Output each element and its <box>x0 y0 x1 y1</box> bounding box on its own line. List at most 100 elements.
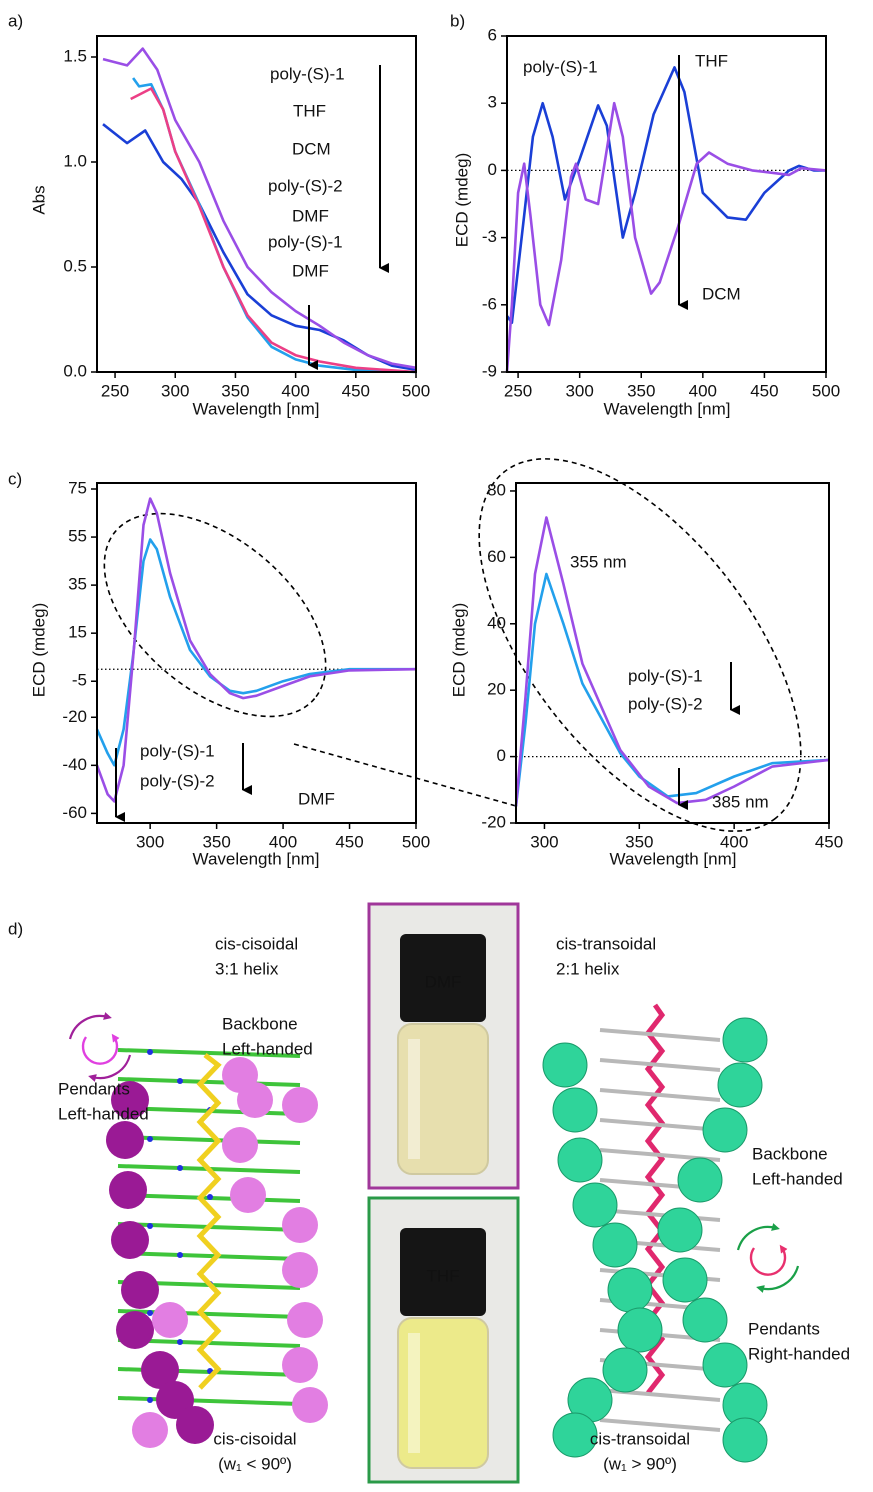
shape <box>282 1087 318 1123</box>
x-axis-label: Wavelength [nm] <box>193 849 320 868</box>
x-tick-label: 450 <box>815 832 843 851</box>
series-line <box>95 538 416 767</box>
x-tick-label: 350 <box>221 381 249 400</box>
y-axis-label: ECD (mdeg) <box>449 603 468 697</box>
shape <box>68 1012 112 1040</box>
shape <box>207 1194 213 1200</box>
annotation: poly-(S)-1 <box>523 57 598 76</box>
shape <box>557 1137 603 1183</box>
x-axis-label: Wavelength [nm] <box>193 399 320 418</box>
y-tick-label: -5 <box>72 671 87 690</box>
panel-label: d) <box>8 919 23 938</box>
shape <box>607 1267 653 1313</box>
shape <box>400 1228 486 1316</box>
annotation: 385 nm <box>712 792 769 811</box>
shape <box>117 1251 301 1261</box>
panel-label: a) <box>8 11 23 30</box>
shape <box>237 1082 273 1118</box>
label: (w₁ < 90º) <box>218 1454 292 1473</box>
shape <box>117 1077 301 1087</box>
shape <box>177 1078 183 1084</box>
plot-frame <box>96 482 417 824</box>
x-tick-label: 350 <box>627 381 655 400</box>
y-tick-label: -40 <box>62 755 87 774</box>
shape <box>736 1223 780 1251</box>
x-tick-label: 400 <box>720 832 748 851</box>
label: cis-cisoidal <box>213 1429 296 1448</box>
label: Left-handed <box>58 1104 149 1123</box>
legend-label: DCM <box>702 284 741 303</box>
shape <box>117 1135 301 1145</box>
shape <box>147 1397 153 1403</box>
shape <box>599 1418 721 1432</box>
shape <box>177 1165 183 1171</box>
x-tick-label: 250 <box>101 381 129 400</box>
shape <box>397 1023 489 1175</box>
shape <box>147 1310 153 1316</box>
y-tick-label: 1.0 <box>63 151 87 170</box>
shape <box>111 1221 149 1259</box>
chart: poly-(S)-1 poly-(S)-2 300 350 400 450 -20 0 20 40… <box>449 480 843 868</box>
x-tick-label: 300 <box>530 832 558 851</box>
y-tick-label: 75 <box>68 478 87 497</box>
shape <box>147 1136 153 1142</box>
shape <box>400 934 486 1022</box>
y-tick-label: 0 <box>488 160 497 179</box>
shape <box>177 1252 183 1258</box>
legend-label: DMF <box>292 206 329 225</box>
shape <box>602 1347 648 1393</box>
label: Left-handed <box>752 1169 843 1188</box>
shape <box>599 1208 721 1222</box>
shape <box>722 1417 768 1463</box>
x-tick-label: 300 <box>136 832 164 851</box>
shape <box>147 1223 153 1229</box>
legend-label: poly-(S)-2 <box>628 694 703 713</box>
shape <box>599 1058 721 1072</box>
x-axis-label: Wavelength [nm] <box>604 399 731 418</box>
label: 2:1 helix <box>556 959 620 978</box>
shape <box>147 1049 153 1055</box>
shape <box>682 1297 728 1343</box>
series-line <box>130 87 417 374</box>
shape <box>662 1257 708 1303</box>
series-line <box>514 516 830 807</box>
shape <box>282 1252 318 1288</box>
annotation: DMF <box>298 789 335 808</box>
label: cis-cisoidal <box>215 934 298 953</box>
y-tick-label: -20 <box>62 707 87 726</box>
series-line <box>505 66 826 324</box>
plot-frame <box>96 35 417 373</box>
y-tick-label: 6 <box>488 25 497 44</box>
shape <box>106 1121 144 1159</box>
shape <box>141 1351 179 1389</box>
x-tick-label: 450 <box>750 381 778 400</box>
label: Left-handed <box>222 1039 313 1058</box>
label: Pendants <box>58 1079 130 1098</box>
shape <box>756 1265 800 1293</box>
x-tick-label: 400 <box>269 832 297 851</box>
legend-label: poly-(S)-1 <box>628 666 703 685</box>
label: THF <box>426 1266 459 1285</box>
shape <box>109 1171 147 1209</box>
y-tick-label: 0 <box>497 746 506 765</box>
y-tick-label: 60 <box>487 547 506 566</box>
x-tick-label: 500 <box>402 381 430 400</box>
shape <box>702 1342 748 1388</box>
shape <box>397 1317 489 1469</box>
shape <box>599 1118 721 1132</box>
shape <box>599 1088 721 1102</box>
shape <box>196 1053 222 1390</box>
y-axis-label: Abs <box>29 185 48 214</box>
x-tick-label: 450 <box>342 381 370 400</box>
label: (w₁ > 90º) <box>603 1454 677 1473</box>
shape <box>552 1412 598 1458</box>
y-tick-label: 15 <box>68 623 87 642</box>
x-tick-label: 300 <box>565 381 593 400</box>
shape <box>408 1333 420 1453</box>
y-tick-label: -60 <box>62 803 87 822</box>
y-tick-label: -9 <box>482 361 497 380</box>
shape <box>292 1387 328 1423</box>
y-tick-label: -20 <box>481 812 506 831</box>
y-tick-label: -3 <box>482 227 497 246</box>
label: cis-transoidal <box>556 934 656 953</box>
